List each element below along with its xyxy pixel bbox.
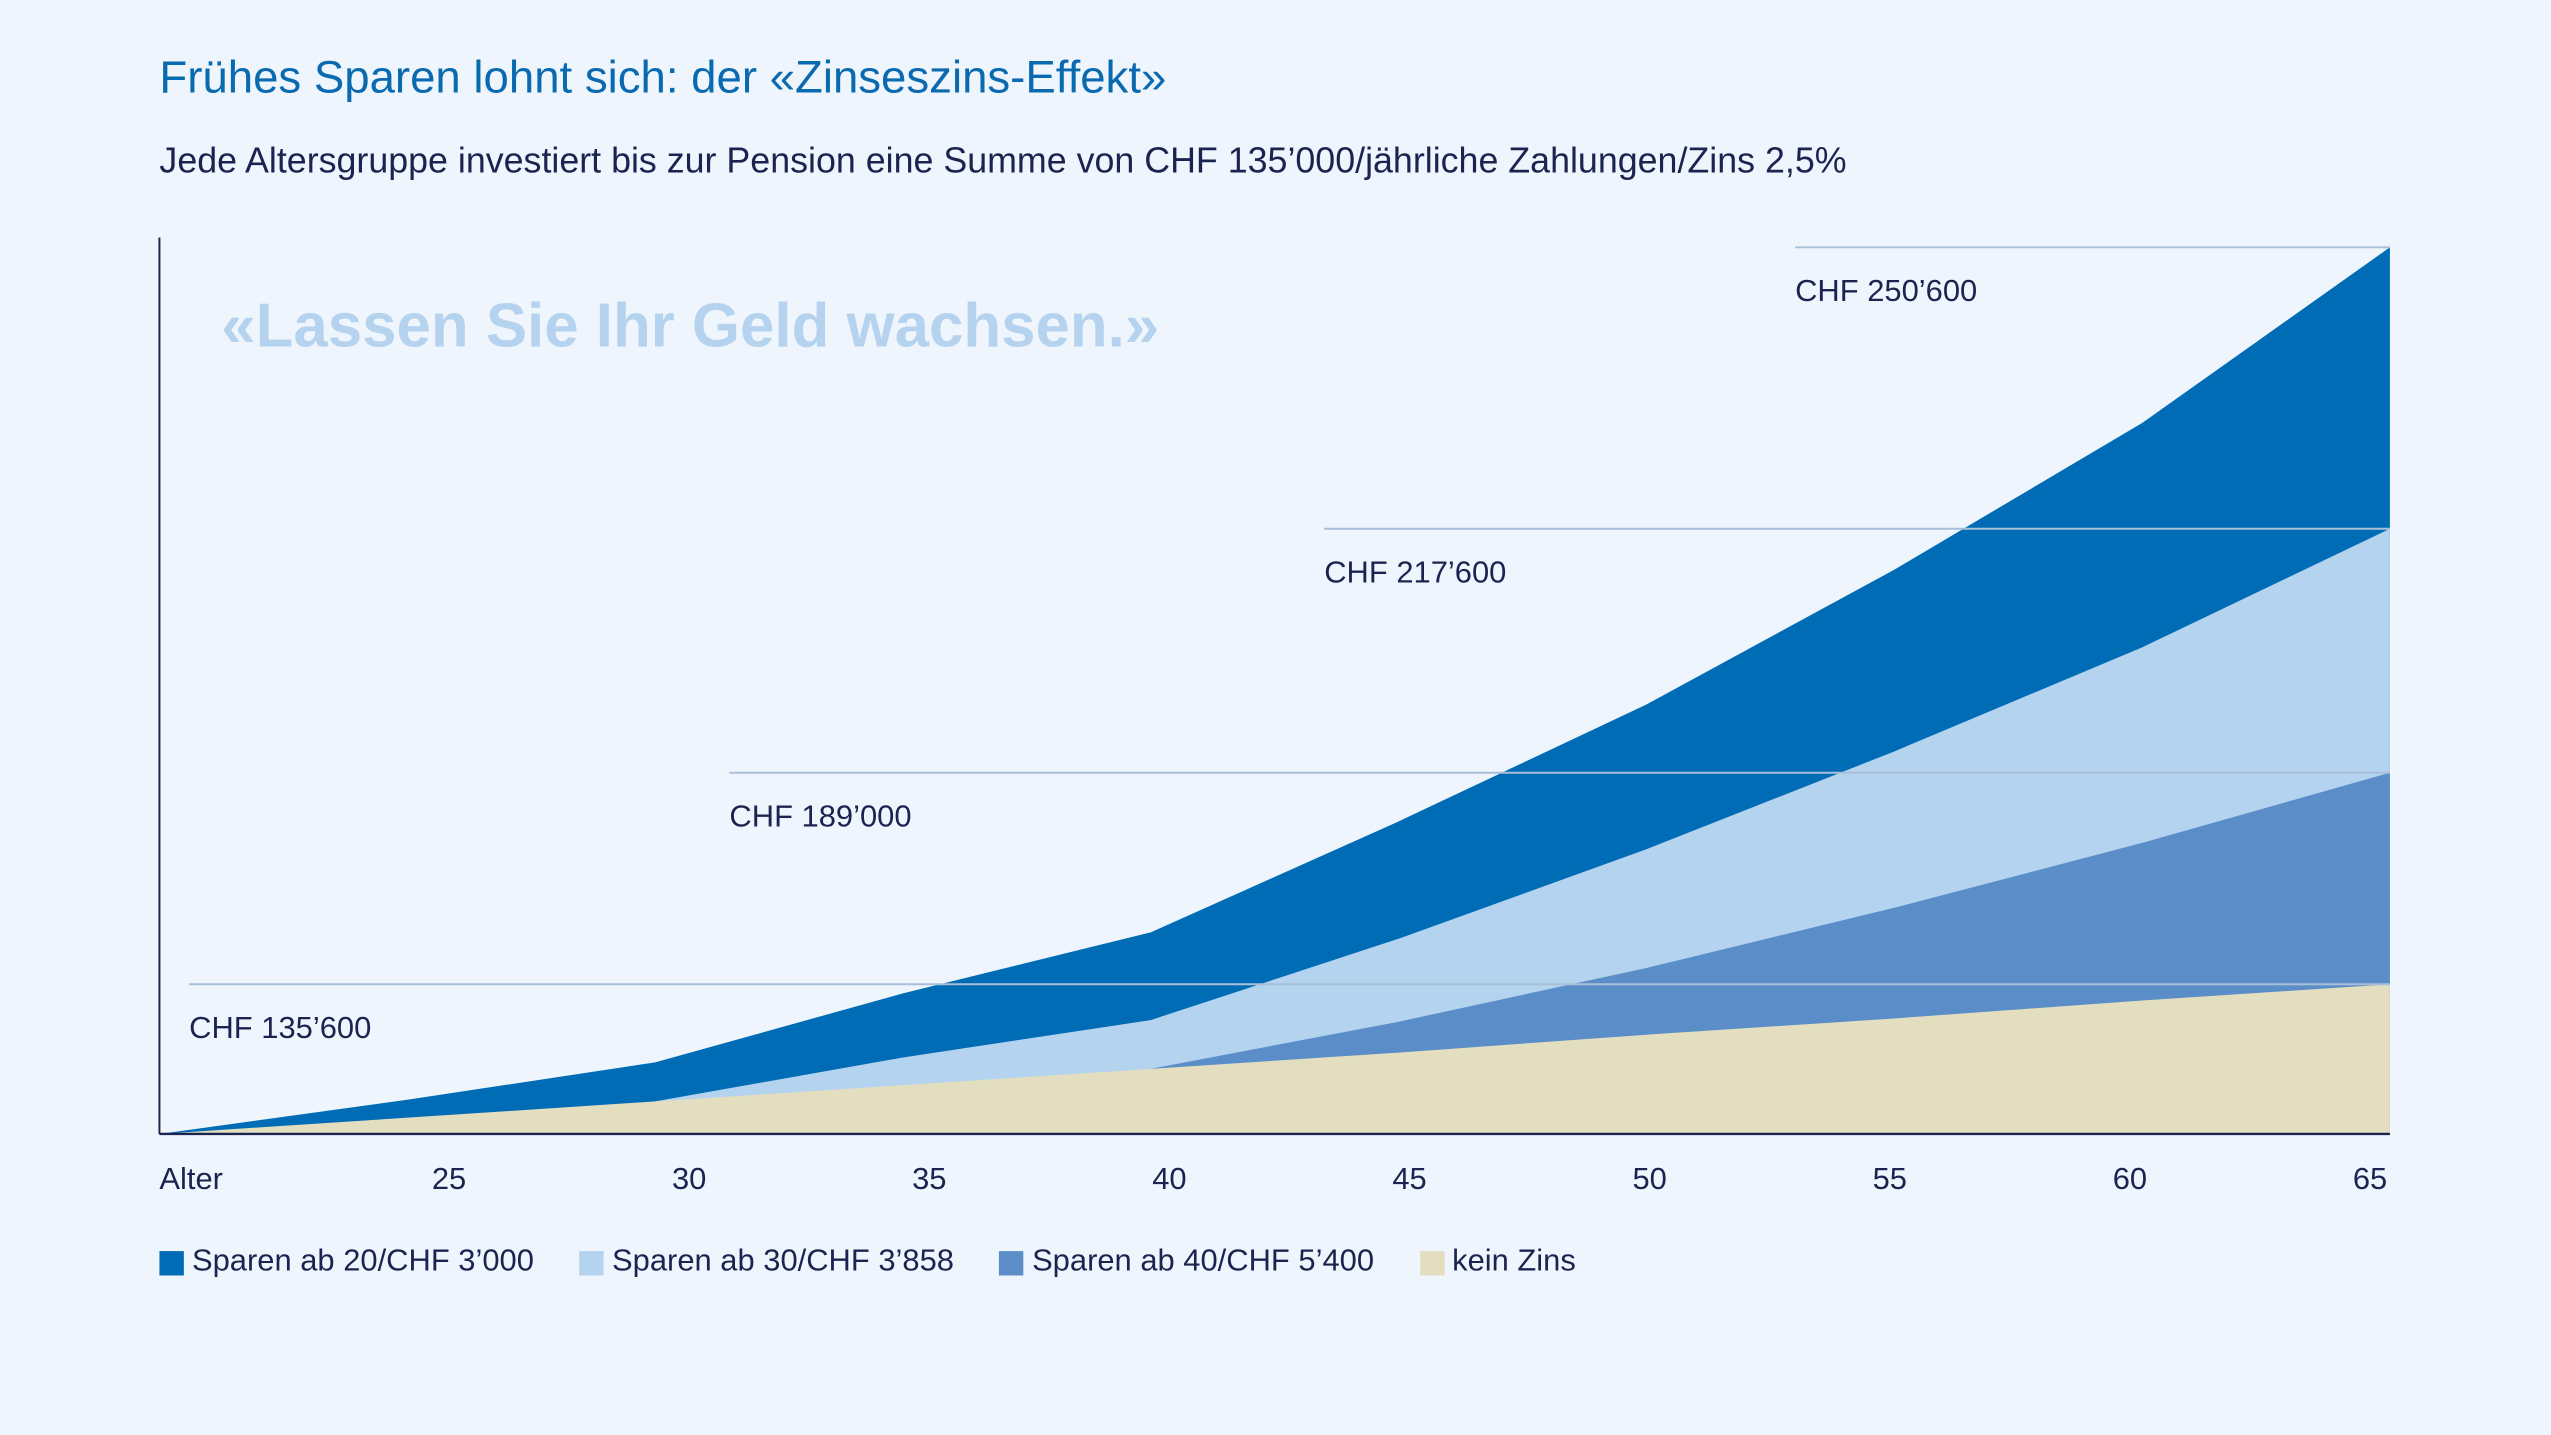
x-tick-label-25: 25	[432, 1161, 466, 1196]
legend-item-1: Sparen ab 20/CHF 3’000	[159, 1244, 534, 1281]
x-tick-label-40: 40	[1152, 1161, 1186, 1196]
legend: Sparen ab 20/CHF 3’000 Sparen ab 30/CHF 3…	[159, 1244, 1576, 1281]
legend-swatch	[159, 1250, 184, 1275]
legend-label: Sparen ab 30/CHF 3’858	[612, 1244, 954, 1279]
x-axis-label: Alter	[159, 1161, 223, 1196]
x-tick-label-30: 30	[672, 1161, 706, 1196]
x-tick-label-45: 45	[1392, 1161, 1426, 1196]
legend-swatch	[579, 1250, 604, 1275]
area-series-4	[159, 984, 2390, 1134]
legend-label: Sparen ab 20/CHF 3’000	[191, 1244, 534, 1279]
legend-label: Sparen ab 40/CHF 5’400	[1032, 1244, 1375, 1279]
chart-title: Frühes Sparen lohnt sich: der «Zinseszin…	[159, 52, 1167, 103]
legend-label: kein Zins	[1452, 1244, 1576, 1279]
chart-watermark: «Lassen Sie Ihr Geld wachsen.»	[221, 292, 1159, 361]
legend-swatch	[1419, 1250, 1444, 1275]
x-tick-label-65: 65	[2353, 1161, 2387, 1196]
chart-subtitle: Jede Altersgruppe investiert bis zur Pen…	[159, 139, 1847, 181]
annotation-label-3: CHF 189’000	[729, 798, 911, 833]
x-tick-label-50: 50	[1632, 1161, 1666, 1196]
annotation-label-4: CHF 135’600	[189, 1010, 371, 1045]
legend-item-3: Sparen ab 40/CHF 5’400	[999, 1244, 1375, 1281]
legend-item-4: kein Zins	[1419, 1244, 1576, 1281]
legend-swatch	[999, 1250, 1024, 1275]
x-tick-label-60: 60	[2113, 1161, 2147, 1196]
annotation-label-2: CHF 217’600	[1324, 554, 1506, 589]
legend-item-2: Sparen ab 30/CHF 3’858	[579, 1244, 954, 1281]
x-tick-label-55: 55	[1873, 1161, 1907, 1196]
annotation-label-1: CHF 250’600	[1795, 273, 1977, 308]
x-tick-label-35: 35	[912, 1161, 946, 1196]
